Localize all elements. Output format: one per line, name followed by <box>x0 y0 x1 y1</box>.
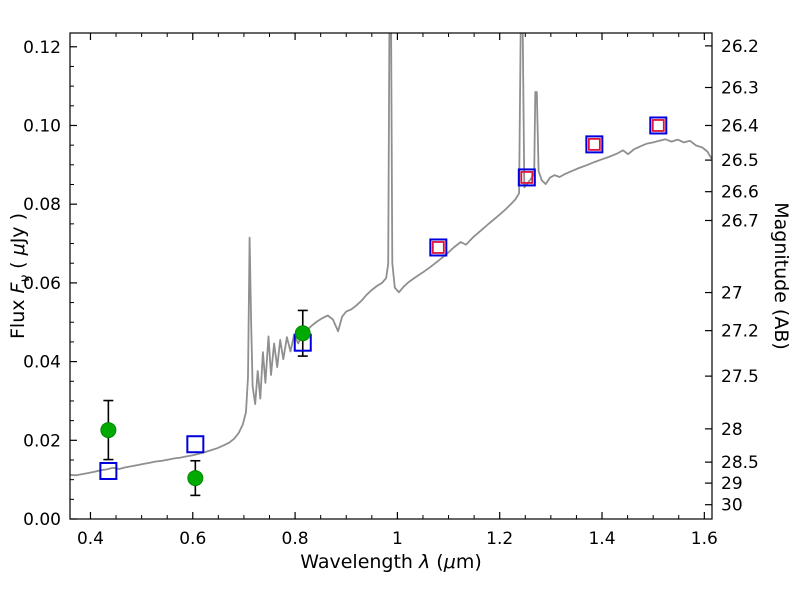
x-axis-label-unit: m) <box>455 551 482 573</box>
y-tick-label-right: 28.5 <box>721 453 759 473</box>
model-square-marker <box>99 461 118 480</box>
observed-circle-marker <box>100 422 117 439</box>
model-square-marker <box>186 435 205 454</box>
y-tick-label-right: 27 <box>721 284 743 304</box>
ir-square-marker <box>520 171 534 184</box>
y-tick-label-left: 0.00 <box>23 510 61 530</box>
y-tick-label-left: 0.12 <box>23 38 61 58</box>
observed-circle-markers <box>100 325 311 487</box>
ir-photometry-points <box>431 119 665 254</box>
x-tick-label: 0.4 <box>77 529 104 549</box>
y-axis-ticks-right: 26.2 26.3 26.4 26.5 26.6 26.7 27 27.2 27.5 28 28.5… <box>705 37 759 516</box>
x-tick-label: 1 <box>392 529 403 549</box>
x-tick-label: 1.4 <box>588 529 615 549</box>
y-tick-label-right: 26.5 <box>721 151 759 171</box>
y-tick-label-right: 26.2 <box>721 37 759 57</box>
x-axis-label-paren: ( <box>430 551 444 573</box>
ir-square-marker <box>587 137 601 151</box>
flux-symbol: F <box>7 282 30 294</box>
flux-label-unit: Jy ) <box>7 212 30 244</box>
y-tick-label-left: 0.02 <box>23 431 61 451</box>
flux-label-text: Flux <box>7 293 30 340</box>
y-axis-ticks-left: 0.00 0.02 0.04 0.06 0.08 0.10 0.12 <box>23 38 77 530</box>
model-square-marker <box>585 135 604 154</box>
y-tick-label-left: 0.08 <box>23 195 61 215</box>
y-axis-label-right: Magnitude (AB) <box>770 202 792 350</box>
nu-subscript: ν <box>16 274 33 283</box>
y-tick-label-right: 27.5 <box>721 367 759 387</box>
y-axis-label-left: Flux Fν ( μJy ) <box>7 213 33 339</box>
y-tick-label-right: 29 <box>721 474 743 494</box>
x-axis-label: Wavelength λ (μm) <box>70 551 712 573</box>
y-tick-label-left: 0.06 <box>23 274 61 294</box>
x-tick-label: 1.6 <box>691 529 718 549</box>
axes-frame <box>69 32 713 520</box>
mu-symbol-2: μ <box>7 243 30 256</box>
x-tick-label: 1.2 <box>486 529 513 549</box>
model-square-marker <box>429 238 448 257</box>
y-tick-label-right: 26.3 <box>721 79 759 99</box>
y-tick-label-left: 0.04 <box>23 353 61 373</box>
y-tick-label-right: 27.2 <box>721 322 759 342</box>
mu-symbol: μ <box>443 551 456 573</box>
lambda-symbol: λ <box>419 551 431 573</box>
magnitude-label-text: Magnitude (AB) <box>770 202 792 350</box>
x-tick-label: 0.8 <box>282 529 309 549</box>
y-tick-label-right: 28 <box>721 420 743 440</box>
ir-square-marker <box>431 241 445 254</box>
observed-circle-marker <box>294 325 311 342</box>
y-tick-label-right: 26.7 <box>721 211 759 231</box>
ir-square-marker <box>651 119 665 132</box>
y-tick-label-right: 30 <box>721 496 743 516</box>
y-tick-label-right: 26.6 <box>721 183 759 203</box>
observed-circle-marker <box>187 470 204 487</box>
model-square-marker <box>649 116 668 135</box>
flux-label-paren: ( <box>7 255 30 275</box>
y-tick-label-left: 0.10 <box>23 116 61 136</box>
x-axis-ticks: 0.4 0.6 0.8 1 1.2 1.4 1.6 <box>77 33 718 549</box>
model-square-marker <box>517 168 536 187</box>
y-tick-label-right: 26.4 <box>721 116 759 136</box>
x-axis-label-text: Wavelength <box>300 551 420 573</box>
x-tick-label: 0.6 <box>179 529 206 549</box>
